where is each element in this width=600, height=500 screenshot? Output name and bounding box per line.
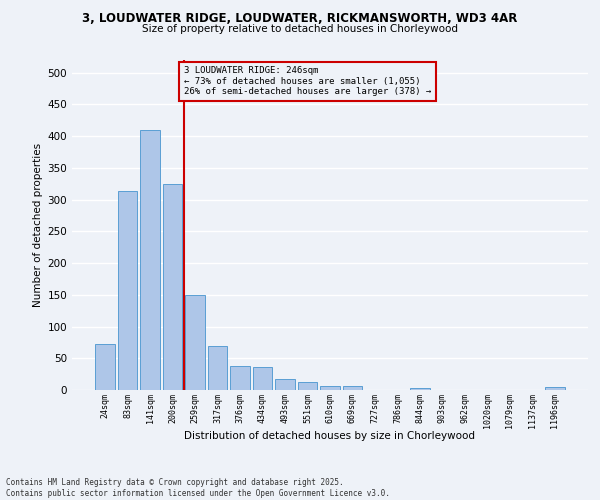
Bar bbox=[140, 130, 160, 390]
X-axis label: Distribution of detached houses by size in Chorleywood: Distribution of detached houses by size … bbox=[185, 430, 476, 440]
Bar bbox=[298, 382, 317, 390]
Bar bbox=[230, 366, 250, 390]
Bar bbox=[545, 387, 565, 390]
Text: Contains HM Land Registry data © Crown copyright and database right 2025.
Contai: Contains HM Land Registry data © Crown c… bbox=[6, 478, 390, 498]
Bar bbox=[208, 346, 227, 390]
Bar bbox=[95, 344, 115, 390]
Bar bbox=[275, 379, 295, 390]
Text: Size of property relative to detached houses in Chorleywood: Size of property relative to detached ho… bbox=[142, 24, 458, 34]
Bar bbox=[253, 366, 272, 390]
Bar bbox=[320, 386, 340, 390]
Bar bbox=[410, 388, 430, 390]
Bar bbox=[163, 184, 182, 390]
Bar bbox=[185, 295, 205, 390]
Bar bbox=[343, 386, 362, 390]
Bar bbox=[118, 190, 137, 390]
Y-axis label: Number of detached properties: Number of detached properties bbox=[33, 143, 43, 307]
Text: 3 LOUDWATER RIDGE: 246sqm
← 73% of detached houses are smaller (1,055)
26% of se: 3 LOUDWATER RIDGE: 246sqm ← 73% of detac… bbox=[184, 66, 431, 96]
Text: 3, LOUDWATER RIDGE, LOUDWATER, RICKMANSWORTH, WD3 4AR: 3, LOUDWATER RIDGE, LOUDWATER, RICKMANSW… bbox=[82, 12, 518, 26]
